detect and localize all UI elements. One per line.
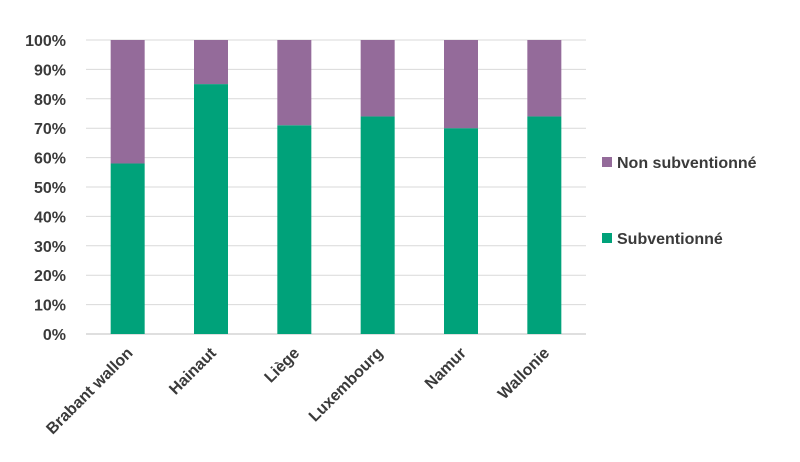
- bar-segment-subventionné: [444, 128, 478, 334]
- x-category-label: Wallonie: [495, 345, 553, 403]
- y-tick-label: 30%: [34, 239, 66, 256]
- bar-segment-non-subventionné: [360, 40, 395, 117]
- x-category-label: Namur: [422, 345, 470, 393]
- bar-segment-non-subventionné: [527, 40, 562, 117]
- legend-label: Non subventionné: [617, 155, 757, 172]
- y-tick-label: 60%: [34, 151, 66, 168]
- legend-swatch: [602, 157, 612, 167]
- legend: Non subventionné Subventionné: [602, 155, 757, 248]
- x-category-label: Luxembourg: [306, 345, 387, 426]
- bar-segment-non-subventionné: [110, 40, 145, 164]
- y-tick-label: 20%: [34, 268, 66, 285]
- bar-segment-subventionné: [194, 84, 228, 334]
- y-tick-label: 50%: [34, 180, 66, 197]
- x-category-label: Hainaut: [166, 344, 220, 398]
- gridlines: [86, 39, 586, 335]
- x-axis-category-labels: Brabant wallon Hainaut Liège Luxembourg Namu…: [43, 344, 553, 438]
- bar-segment-subventionné: [277, 125, 312, 334]
- x-category-label: Brabant wallon: [43, 345, 136, 438]
- legend-swatch: [602, 233, 612, 243]
- y-tick-label: 100%: [25, 33, 66, 50]
- y-tick-label: 70%: [34, 121, 66, 138]
- bar-segment-subventionné: [110, 163, 145, 334]
- bar-segment-non-subventionné: [277, 40, 312, 126]
- y-tick-label: 80%: [34, 92, 66, 109]
- bars: [110, 40, 562, 334]
- y-tick-label: 10%: [34, 298, 66, 315]
- legend-label: Subventionné: [617, 231, 723, 248]
- bar-segment-non-subventionné: [194, 40, 228, 85]
- bar-segment-subventionné: [360, 116, 395, 334]
- bar-segment-subventionné: [527, 116, 562, 334]
- y-tick-label: 0%: [43, 327, 66, 344]
- y-axis-tick-labels: 0% 10% 20% 30% 40% 50% 60% 70% 80% 90% 100%: [25, 33, 66, 344]
- y-tick-label: 90%: [34, 62, 66, 79]
- bar-segment-non-subventionné: [444, 40, 478, 129]
- x-category-label: Liège: [262, 345, 304, 387]
- y-tick-label: 40%: [34, 209, 66, 226]
